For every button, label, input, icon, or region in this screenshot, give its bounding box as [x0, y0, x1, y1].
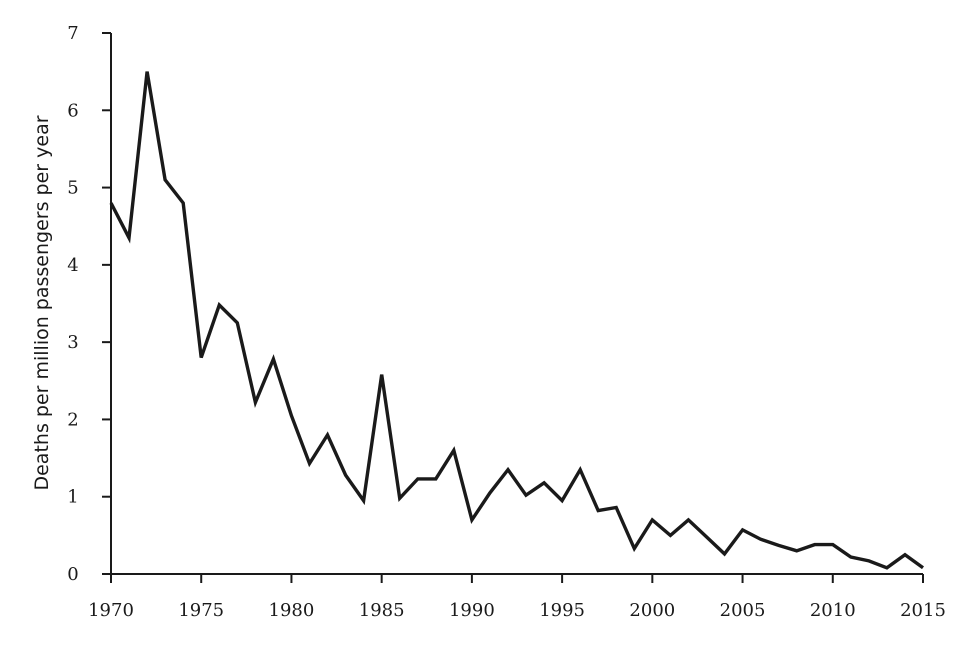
x-tick-label: 1995 — [539, 600, 585, 621]
x-tick-label: 1975 — [178, 600, 224, 621]
y-tick-label: 1 — [67, 487, 78, 508]
x-tick-label: 2000 — [629, 600, 675, 621]
x-tick-label: 1970 — [88, 600, 134, 621]
series-line — [109, 71, 925, 570]
x-axis: 1970 1975 1980 1985 1990 1995 2000 2005 2010 2015 — [88, 573, 946, 621]
y-tick-label: 4 — [67, 255, 78, 276]
y-tick-label: 7 — [67, 23, 78, 44]
y-tick-label: 5 — [67, 178, 78, 199]
x-tick-label: 2005 — [720, 600, 766, 621]
y-tick-label: 3 — [67, 332, 78, 353]
y-axis: 0 1 2 3 4 5 6 7 — [67, 23, 112, 585]
x-tick-label: 1980 — [269, 600, 315, 621]
x-tick-label: 2015 — [900, 600, 946, 621]
series-area — [109, 71, 925, 570]
y-tick-label: 6 — [67, 100, 78, 121]
x-tick-label: 1990 — [449, 600, 495, 621]
y-tick-label: 0 — [67, 564, 78, 585]
y-axis-title: Deaths per million passengers per year — [31, 115, 53, 490]
x-tick-label: 2010 — [810, 600, 856, 621]
x-tick-label: 1985 — [359, 600, 405, 621]
y-tick-label: 2 — [67, 409, 78, 430]
